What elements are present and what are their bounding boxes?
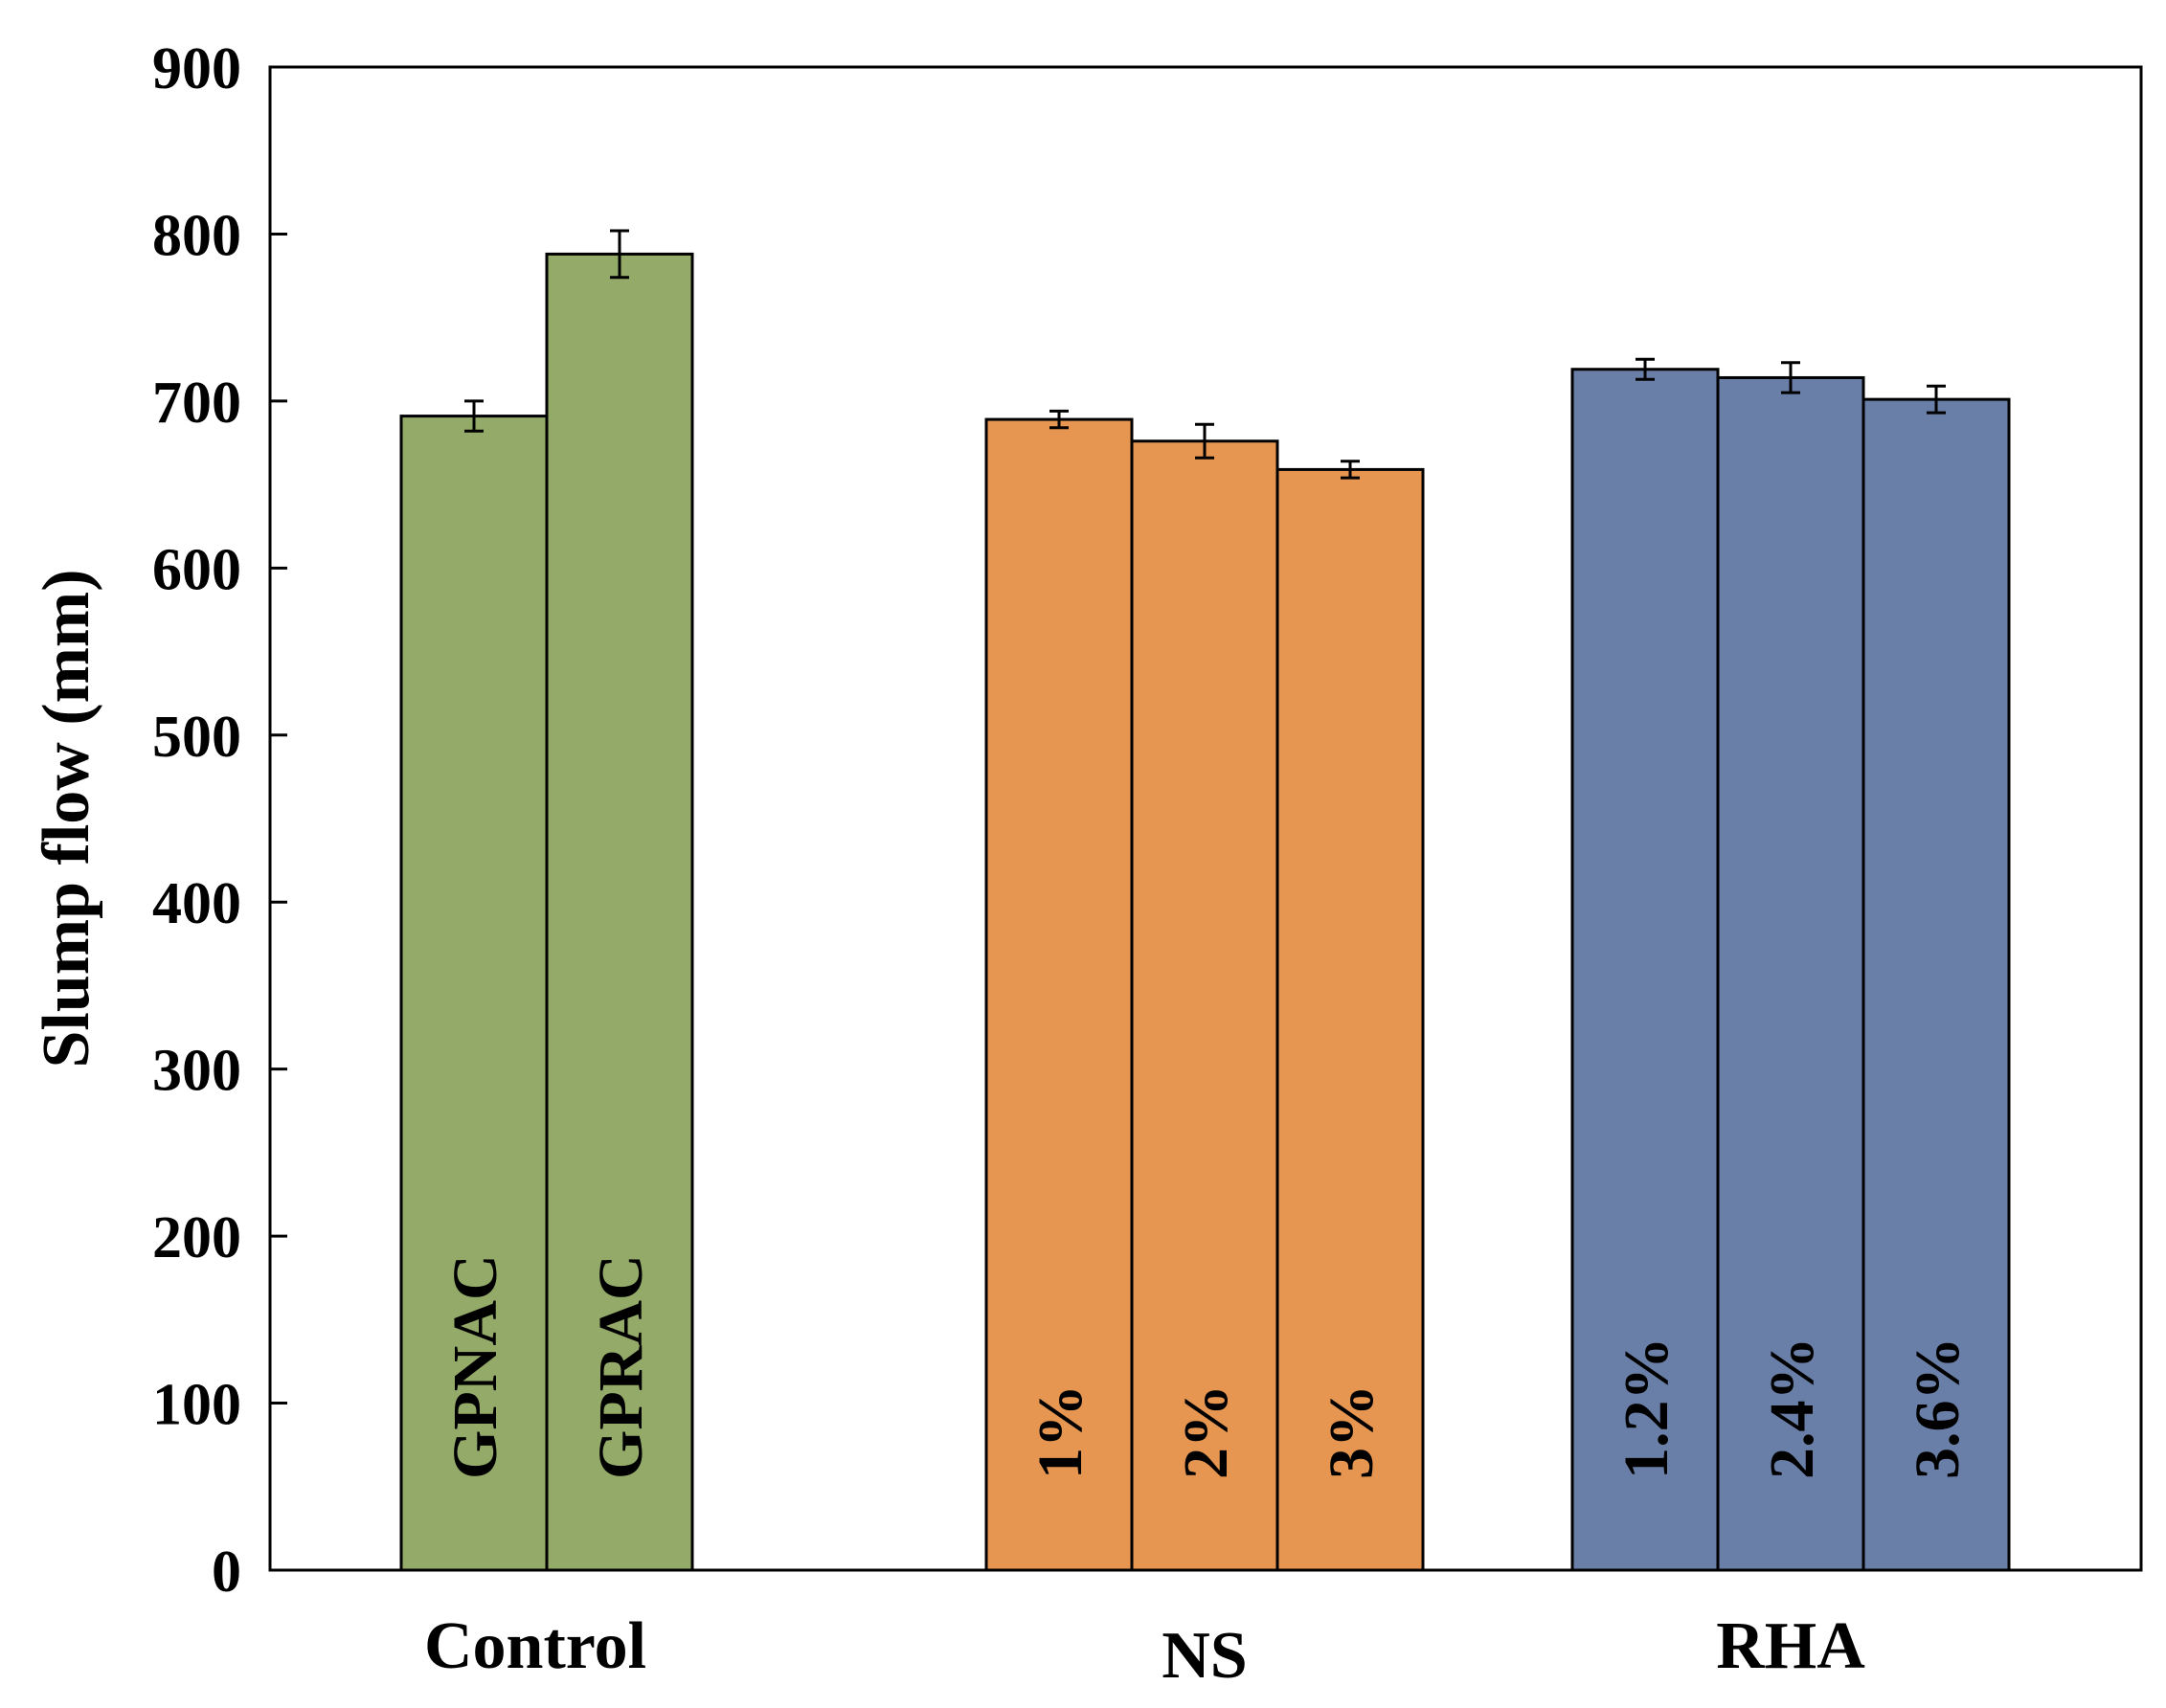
bar-labels-layer: GPNAC GPRAC 1% 2% 3% 1.2% 2.4% 3.6% xyxy=(440,1254,1973,1479)
x-group-label-control: Control xyxy=(424,1609,646,1683)
bar-label: 3.6% xyxy=(1903,1337,1973,1480)
y-axis-ticks: 0 100 200 300 400 500 600 700 800 900 xyxy=(152,36,287,1605)
error-bar xyxy=(610,229,629,280)
y-tick-label: 900 xyxy=(152,36,241,101)
y-tick-label: 0 xyxy=(212,1539,241,1605)
y-tick-label: 400 xyxy=(152,871,241,936)
y-tick-label: 800 xyxy=(152,203,241,268)
bar-ns-2 xyxy=(1130,439,1279,1572)
y-tick-label: 200 xyxy=(152,1205,241,1270)
error-bar xyxy=(1636,357,1655,381)
bar-rha-3 xyxy=(1861,397,2011,1572)
error-bar xyxy=(1341,460,1360,480)
y-tick-label: 500 xyxy=(152,705,241,770)
plot-frame xyxy=(268,65,2143,1572)
x-group-label-ns: NS xyxy=(1162,1619,1247,1693)
error-bar xyxy=(1927,384,1946,415)
error-bar xyxy=(464,399,484,433)
error-bar xyxy=(1049,409,1069,430)
bar-control-1 xyxy=(399,415,549,1572)
bar-ns-3 xyxy=(1275,467,1425,1572)
bar-label: 1% xyxy=(1026,1384,1095,1479)
y-tick-label: 300 xyxy=(152,1039,241,1104)
y-tick-label: 700 xyxy=(152,371,241,436)
y-axis-title: Slump flow (mm) xyxy=(30,569,103,1068)
bar-label: 3% xyxy=(1317,1384,1387,1479)
error-bars-layer xyxy=(464,229,1946,480)
bar-rha-1 xyxy=(1570,368,1720,1572)
bars-layer xyxy=(399,252,2011,1572)
bar-label: 2% xyxy=(1171,1384,1241,1479)
error-bar xyxy=(1195,422,1214,460)
x-axis-group-labels: Control NS RHA xyxy=(424,1609,1865,1693)
bar-control-2 xyxy=(545,252,694,1572)
x-group-label-rha: RHA xyxy=(1716,1609,1865,1683)
y-tick-label: 100 xyxy=(152,1373,241,1438)
bar-label: 2.4% xyxy=(1757,1337,1827,1480)
bar-label: GPNAC xyxy=(440,1254,510,1479)
y-tick-label: 600 xyxy=(152,537,241,602)
error-bar xyxy=(1781,361,1800,394)
bar-label: GPRAC xyxy=(586,1254,656,1479)
bar-label: 1.2% xyxy=(1612,1337,1681,1480)
